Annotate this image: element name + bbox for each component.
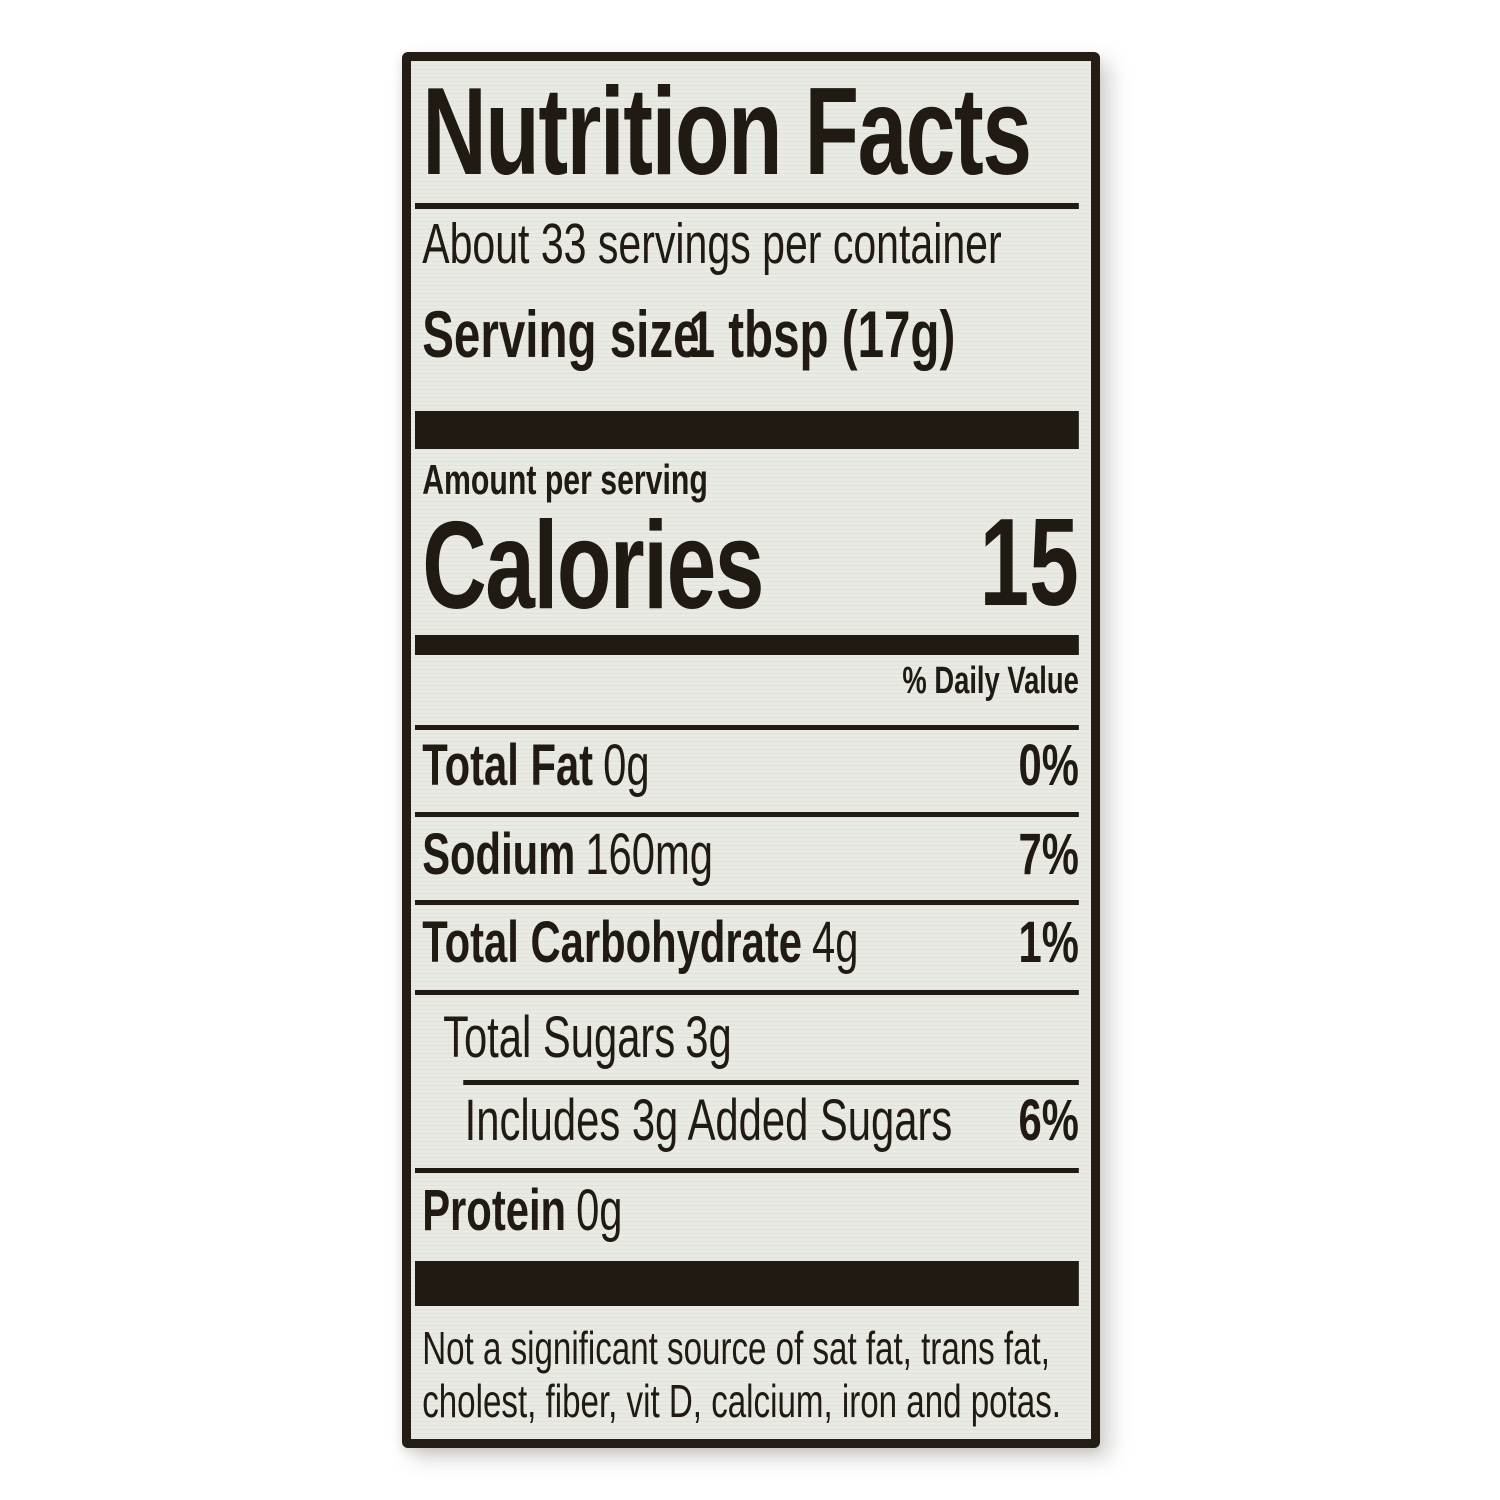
nutrient-daily-value: 0% <box>1018 733 1079 798</box>
nutrient-name: Total Fat <box>422 733 594 798</box>
calories-value: 15 <box>979 494 1079 632</box>
divider <box>415 725 1079 730</box>
medium-separator-bar <box>415 635 1079 655</box>
nutrient-amount: 3g <box>685 1005 732 1070</box>
daily-value-header: % Daily Value <box>902 660 1079 702</box>
serving-size-row: Serving size 1 tbsp (17g) <box>422 301 1079 367</box>
nutrient-row-sodium: Sodium 160mg 7% <box>422 826 1079 884</box>
nutrient-name: Total Carbohydrate <box>422 910 802 975</box>
divider <box>415 990 1079 995</box>
footnote-line: cholest, fiber, vit D, calcium, iron and… <box>422 1375 1061 1427</box>
servings-per-container: About 33 servings per container <box>422 212 1002 276</box>
thick-separator-bar-top <box>415 411 1079 449</box>
nutrient-amount: 4g <box>811 910 859 975</box>
thick-separator-bar-bottom <box>415 1261 1079 1306</box>
divider-under-title <box>415 203 1079 209</box>
nutrient-row-protein: Protein 0g <box>422 1182 1079 1240</box>
label-title: Nutrition Facts <box>422 63 1032 201</box>
divider <box>415 812 1079 817</box>
nutrient-amount: 160mg <box>585 822 714 887</box>
nutrient-name: Total Sugars <box>443 1005 676 1070</box>
amount-per-serving-label: Amount per serving <box>422 456 708 503</box>
nutrient-row-added-sugars: Includes 3g Added Sugars 6% <box>465 1092 1079 1150</box>
nutrient-row-total-sugars: Total Sugars 3g <box>443 1009 1079 1067</box>
nutrient-daily-value: 1% <box>1018 910 1079 975</box>
nutrient-row-total-fat: Total Fat 0g 0% <box>422 737 1079 795</box>
nutrient-name: Sodium <box>422 822 576 887</box>
calories-label: Calories <box>422 497 764 635</box>
serving-size-value: 1 tbsp (17g) <box>688 297 956 371</box>
footnote-line: Not a significant source of sat fat, tra… <box>422 1322 1050 1374</box>
nutrient-name: Protein <box>422 1178 567 1243</box>
nutrient-name: Includes 3g Added Sugars <box>464 1088 953 1153</box>
divider-indented <box>463 1080 1079 1085</box>
nutrient-amount: 0g <box>603 733 650 798</box>
label-content: Nutrition Facts About 33 servings per co… <box>415 61 1080 1439</box>
nutrition-facts-label: Nutrition Facts About 33 servings per co… <box>402 52 1100 1448</box>
footnote: Not a significant source of sat fat, tra… <box>422 1322 1079 1428</box>
nutrient-daily-value: 6% <box>1018 1088 1079 1153</box>
nutrient-row-total-carbohydrate: Total Carbohydrate 4g 1% <box>422 914 1079 972</box>
nutrient-daily-value: 7% <box>1018 822 1079 887</box>
divider <box>415 900 1079 905</box>
divider <box>415 1168 1079 1173</box>
serving-size-label: Serving size <box>422 297 700 371</box>
nutrient-amount: 0g <box>576 1178 623 1243</box>
